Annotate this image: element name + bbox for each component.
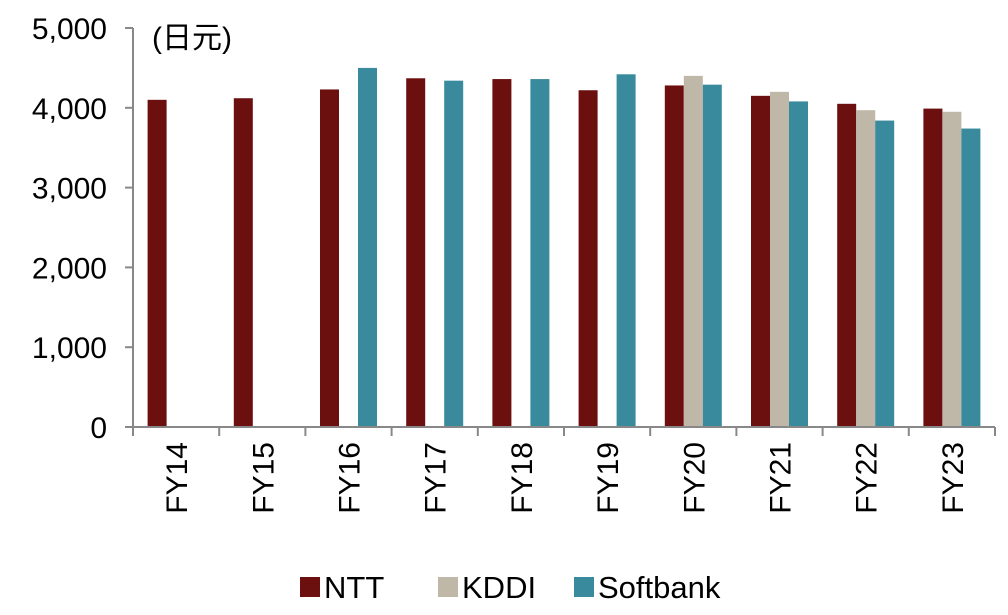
x-tick-label: FY18: [506, 442, 539, 514]
x-tick-label: FY19: [592, 442, 625, 514]
y-tick-label: 0: [90, 412, 107, 445]
y-tick-label: 3,000: [32, 173, 107, 206]
bar-softbank-fy18: [530, 79, 550, 428]
bar-softbank-fy22: [875, 120, 895, 428]
legend: NTT KDDI Softbank: [300, 570, 721, 605]
legend-swatch-softbank: [574, 577, 594, 597]
bar-softbank-fy21: [789, 101, 808, 427]
bar-ntt-fy18: [492, 79, 512, 428]
x-tick-label: FY15: [247, 442, 280, 514]
legend-swatch-kddi: [438, 577, 458, 597]
legend-swatch-ntt: [300, 577, 320, 597]
bar-softbank-fy16: [358, 67, 377, 428]
legend-label-kddi: KDDI: [462, 570, 536, 605]
x-tick-label: FY22: [851, 442, 884, 514]
y-tick-label: 2,000: [32, 252, 107, 285]
bars: [147, 67, 981, 428]
unit-label: (日元): [152, 22, 232, 55]
bar-ntt-fy20: [664, 85, 684, 428]
x-tick-label: FY21: [765, 442, 798, 514]
y-tick-label: 1,000: [32, 332, 107, 365]
y-axis: 0 1,000 2,000 3,000 4,000 5,000: [32, 13, 134, 445]
bar-kddi-fy23: [942, 111, 962, 427]
bar-kddi-fy20: [683, 75, 703, 427]
bar-ntt-fy23: [923, 108, 943, 428]
bar-ntt-fy21: [751, 95, 770, 427]
x-tick-label: FY14: [161, 442, 194, 514]
bar-kddi-fy21: [770, 91, 789, 427]
x-tick-label: FY17: [420, 442, 453, 514]
bar-ntt-fy17: [406, 78, 426, 428]
bar-softbank-fy19: [616, 74, 636, 427]
x-tick-label: FY23: [937, 442, 970, 514]
x-tick-label: FY16: [334, 442, 367, 514]
bar-softbank-fy23: [961, 128, 981, 427]
bar-ntt-fy16: [320, 89, 339, 428]
x-axis: FY14 FY15 FY16 FY17 FY18 FY19 FY20 FY21 FY22 FY23: [132, 426, 996, 514]
x-tick-label: FY20: [678, 442, 711, 514]
bar-ntt-fy15: [233, 98, 253, 427]
bar-ntt-fy19: [578, 90, 598, 427]
bar-ntt-fy14: [147, 99, 167, 427]
y-tick-label: 4,000: [32, 93, 107, 126]
bar-kddi-fy22: [856, 110, 876, 427]
y-tick-label: 5,000: [32, 13, 107, 46]
legend-label-softbank: Softbank: [598, 570, 721, 605]
bar-ntt-fy22: [837, 103, 857, 427]
bar-softbank-fy17: [444, 80, 464, 427]
bar-softbank-fy20: [702, 84, 722, 428]
legend-label-ntt: NTT: [324, 570, 384, 605]
